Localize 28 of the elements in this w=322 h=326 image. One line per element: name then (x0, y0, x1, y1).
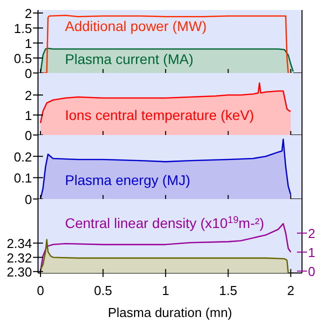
series-label: Central linear density (x10$^{19}$m-²) (65, 214, 264, 231)
x-tick-label: 2 (287, 283, 294, 298)
y-tick-label: 2.30 (6, 264, 32, 280)
y-tick-label: 0 (24, 128, 32, 143)
series-label: Plasma energy (MJ) (65, 172, 190, 188)
y-tick-label: 0.2 (14, 149, 32, 164)
series-label: Plasma current (MA) (65, 51, 194, 67)
y-tick-label: 2 (24, 88, 32, 103)
y-tick-label: 0.1 (14, 170, 32, 186)
y-tick-label: 0.5 (14, 51, 32, 66)
x-tick-label: 0 (36, 283, 44, 298)
y2-tick-label: 1 (308, 245, 316, 260)
y-tick-label: 1.5 (14, 21, 32, 36)
y-tick-label: 0 (24, 66, 32, 81)
series-label: Additional power (MW) (65, 18, 207, 34)
x-axis-title: Plasma duration (mn) (108, 305, 232, 320)
series-label: Ions central temperature (keV) (65, 107, 254, 123)
x-tick-label: 1.5 (219, 283, 238, 298)
y2-tick-label: 0 (308, 264, 316, 280)
y-tick-label: 2.34 (6, 236, 32, 252)
y-tick-label: 0 (24, 192, 32, 207)
x-tick-label: 1 (162, 283, 170, 298)
y-tick-label: 1 (24, 108, 32, 123)
y-tick-label: 2.32 (6, 250, 32, 266)
y-tick-label: 1 (24, 36, 32, 51)
y-tick-label: 2 (24, 6, 32, 21)
x-tick-label: 0.5 (94, 283, 112, 298)
y2-tick-label: 2 (308, 226, 316, 242)
